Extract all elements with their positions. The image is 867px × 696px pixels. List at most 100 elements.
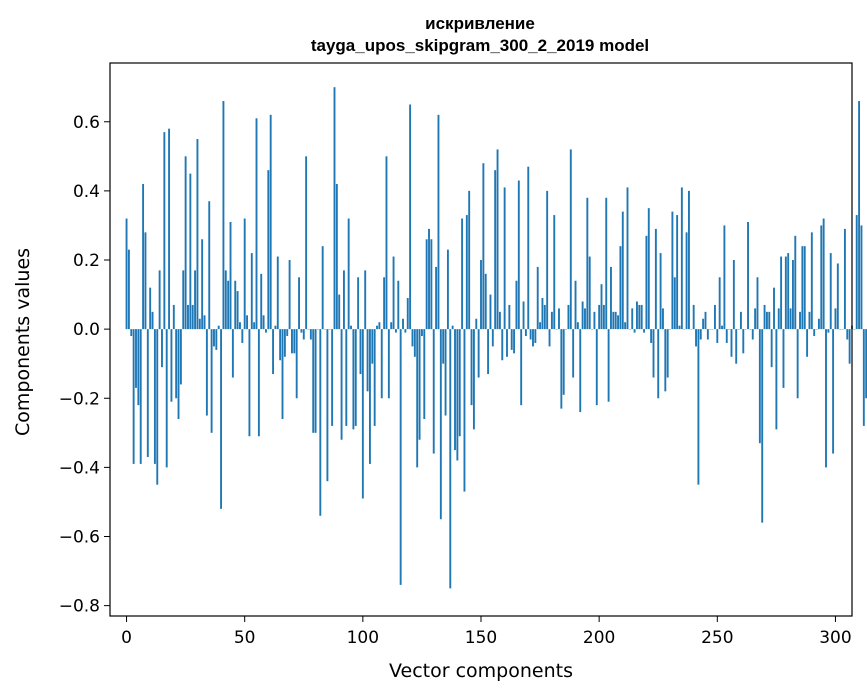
bar xyxy=(283,329,286,357)
bar xyxy=(692,304,695,330)
bar xyxy=(383,277,386,330)
bar xyxy=(458,329,461,437)
bar xyxy=(494,170,497,330)
bar xyxy=(770,329,773,368)
bar xyxy=(784,256,787,330)
bar xyxy=(321,246,324,330)
bar xyxy=(643,329,645,333)
y-tick-label: −0.6 xyxy=(59,528,100,548)
bar xyxy=(394,329,397,333)
bar xyxy=(794,235,797,330)
x-tick-label: 0 xyxy=(121,628,132,648)
bar xyxy=(860,225,863,330)
chart-subtitle: tayga_upos_skipgram_300_2_2019 model xyxy=(311,36,649,55)
bar xyxy=(862,329,865,426)
bar xyxy=(487,329,490,375)
bar xyxy=(413,329,416,357)
x-tick-label: 250 xyxy=(701,628,733,648)
bar xyxy=(269,114,272,330)
bar xyxy=(378,322,381,330)
bar xyxy=(706,329,709,340)
bar xyxy=(574,280,577,330)
chart-title: искривление xyxy=(425,14,535,33)
bar xyxy=(846,329,849,340)
bar xyxy=(780,256,783,330)
bar xyxy=(532,329,534,347)
bar xyxy=(536,266,539,330)
bar xyxy=(255,118,258,330)
bar xyxy=(822,218,825,330)
bar xyxy=(125,218,128,330)
bar xyxy=(543,304,546,330)
bar xyxy=(234,280,237,330)
bar xyxy=(428,228,430,330)
bar xyxy=(763,304,766,330)
bar xyxy=(472,329,475,430)
bar xyxy=(461,218,464,330)
bar xyxy=(239,322,241,330)
bar xyxy=(182,270,185,330)
bar xyxy=(127,249,130,330)
bar xyxy=(286,329,289,337)
x-tick-label: 50 xyxy=(234,628,256,648)
bar xyxy=(456,329,459,461)
bar xyxy=(524,329,527,337)
bar xyxy=(380,329,383,399)
bar xyxy=(350,325,352,330)
bar xyxy=(354,329,357,426)
y-tick-label: 0.2 xyxy=(73,251,100,271)
bar xyxy=(799,311,801,330)
bar xyxy=(222,101,225,330)
bar xyxy=(572,329,575,378)
bar xyxy=(676,215,679,330)
bar xyxy=(506,329,508,357)
bar xyxy=(300,329,303,333)
bar xyxy=(645,235,648,330)
bar xyxy=(725,329,728,343)
bar xyxy=(139,329,142,464)
bar xyxy=(475,318,478,330)
bar xyxy=(817,318,820,330)
bar xyxy=(836,263,839,330)
bar xyxy=(730,329,733,357)
bar xyxy=(699,329,702,340)
bar xyxy=(387,329,390,399)
bar xyxy=(420,329,423,337)
bar xyxy=(364,270,367,330)
bar xyxy=(640,304,643,330)
bar xyxy=(633,329,636,333)
bar xyxy=(179,329,182,385)
bar xyxy=(541,298,544,330)
bar xyxy=(340,329,343,440)
bar xyxy=(293,329,296,354)
bar xyxy=(135,329,137,388)
bar xyxy=(208,201,211,330)
bar xyxy=(673,277,676,330)
bar xyxy=(796,329,799,399)
y-tick-label: −0.4 xyxy=(59,458,100,478)
bar xyxy=(151,311,154,330)
bar xyxy=(756,277,759,330)
bar xyxy=(305,156,308,330)
bar xyxy=(224,270,227,330)
plot-frame xyxy=(109,62,853,617)
bar xyxy=(376,325,378,330)
bar xyxy=(411,329,414,347)
bar xyxy=(758,329,761,444)
y-axis-ticks: −0.8 −0.6 −0.4 −0.2 0.0 0.2 0.4 0.6 xyxy=(59,113,110,617)
bar xyxy=(732,260,735,330)
bar xyxy=(359,329,362,375)
bar xyxy=(843,228,846,330)
bar xyxy=(654,228,657,330)
bar xyxy=(267,170,270,330)
bar xyxy=(695,329,697,347)
bar xyxy=(865,329,867,399)
bar xyxy=(390,322,393,330)
bar xyxy=(558,308,560,330)
bar xyxy=(723,225,726,330)
bar xyxy=(848,329,851,364)
bar xyxy=(553,215,556,330)
bar xyxy=(588,256,591,330)
bar xyxy=(257,329,260,437)
bar xyxy=(636,301,638,330)
